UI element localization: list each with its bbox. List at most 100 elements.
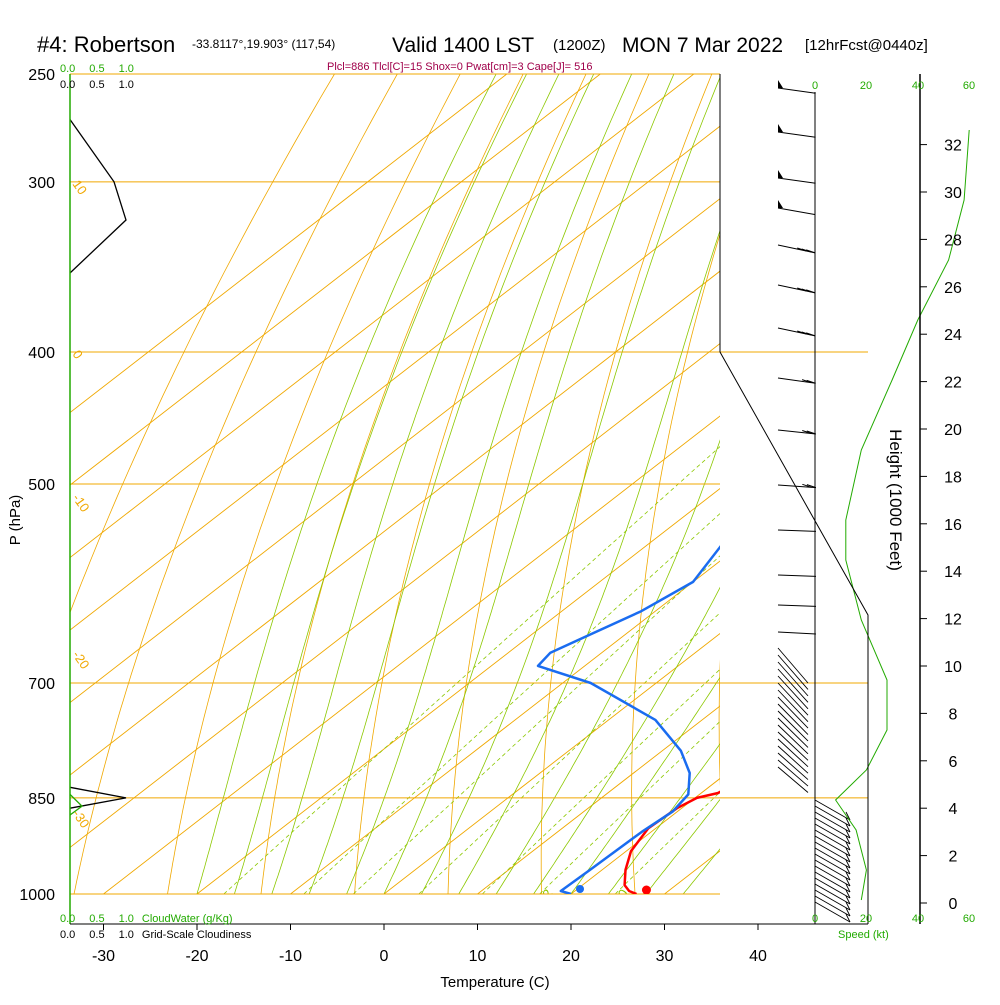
- wind-barb: [815, 902, 850, 922]
- isotherm-line: [852, 74, 1000, 894]
- svg-text:20: 20: [860, 80, 872, 92]
- x-tick-label: -10: [279, 948, 302, 965]
- wind-barb: [778, 655, 808, 689]
- isotherm-label: -10: [70, 491, 93, 515]
- wind-barb: [815, 866, 850, 886]
- wind-barb: [778, 690, 808, 722]
- x-tick-label: -20: [185, 948, 208, 965]
- wind-barb: [815, 830, 850, 850]
- svg-text:40: 40: [912, 913, 924, 925]
- wind-barb: [778, 760, 808, 786]
- dry-adiabat-line: [719, 25, 855, 923]
- wind-barb: [778, 170, 816, 183]
- wind-barb: [815, 854, 850, 874]
- cloud-panel: [70, 120, 126, 816]
- x-tick-label: -30: [92, 948, 115, 965]
- height-tick-label: 14: [944, 564, 962, 581]
- y-tick-label: 300: [28, 175, 55, 192]
- wind-barb: [815, 842, 850, 862]
- wind-barb: [778, 767, 808, 792]
- wind-barb: [778, 124, 816, 137]
- wind-speed-scale-bottom: 0 20 40 60: [812, 913, 975, 925]
- height-tick-label: 16: [944, 517, 962, 534]
- dry-adiabat-line: [632, 25, 794, 923]
- dry-adiabat-line: [448, 25, 671, 923]
- wind-speed-scale-top: 0 20 40 60: [812, 80, 975, 92]
- wind-barb: [815, 800, 850, 820]
- surface-dewpoint-marker: [576, 885, 584, 893]
- stability-indices: Plcl=886 Tlcl[C]=15 Shox=0 Pwat[cm]=3 Ca…: [327, 61, 592, 73]
- forecast-info: [12hrFcst@0440z]: [805, 37, 928, 54]
- wind-barb: [778, 605, 816, 606]
- temperature-line: [625, 109, 1000, 895]
- isobar-grid: [70, 74, 868, 894]
- wind-barb: [778, 632, 816, 634]
- x-tick-label: 40: [749, 948, 767, 965]
- height-tick-label: 32: [944, 138, 962, 155]
- wind-barb: [778, 200, 815, 215]
- wind-barb: [778, 80, 816, 93]
- wind-barb: [815, 812, 850, 832]
- height-tick-label: 18: [944, 469, 962, 486]
- isotherm-label: 0: [70, 347, 86, 362]
- svg-text:20: 20: [860, 913, 872, 925]
- isotherm-label: -20: [70, 648, 93, 672]
- valid-date: MON 7 Mar 2022: [622, 34, 783, 57]
- height-tick-label: 0: [949, 896, 958, 913]
- mixing-ratio-line: [482, 352, 1000, 894]
- wind-barb: [778, 378, 816, 383]
- panel-boundary: [720, 74, 868, 924]
- surface-temperature-marker: [642, 886, 651, 895]
- mixing-ratio-line: [540, 352, 1000, 894]
- height-tick-label: 24: [944, 327, 962, 344]
- dry-adiabat-line: [163, 25, 487, 923]
- height-tick-label: 26: [944, 280, 962, 297]
- svg-text:60: 60: [963, 80, 975, 92]
- svg-text:40: 40: [912, 80, 924, 92]
- wind-barb: [815, 824, 850, 844]
- height-tick-label: 22: [944, 375, 962, 392]
- dry-adiabat-line: [541, 25, 732, 923]
- wind-barb: [778, 430, 816, 434]
- y-tick-label: 700: [28, 676, 55, 693]
- height-tick-label: 20: [944, 422, 962, 439]
- wind-barb: [778, 328, 815, 336]
- dewpoint-line: [538, 109, 1000, 895]
- wind-barb: [778, 575, 816, 576]
- wind-barb: [815, 806, 850, 826]
- wind-barb: [778, 662, 808, 696]
- wind-barb: [815, 884, 850, 904]
- height-tick-label: 4: [949, 801, 958, 818]
- y-tick-label: 1000: [19, 887, 55, 904]
- valid-time: Valid 1400 LST: [392, 34, 534, 57]
- wind-barb: [778, 245, 815, 253]
- height-tick-label: 6: [949, 754, 958, 771]
- wind-barb: [778, 530, 816, 531]
- wind-barb: [778, 669, 808, 702]
- wind-barb: [815, 872, 850, 892]
- svg-text:60: 60: [963, 913, 975, 925]
- height-tick-label: 30: [944, 185, 962, 202]
- utc-time: (1200Z): [553, 37, 606, 54]
- wind-barb: [778, 697, 808, 728]
- wind-barb: [778, 683, 808, 715]
- y-tick-label: 400: [28, 345, 55, 362]
- x-tick-label: 0: [380, 948, 389, 965]
- dry-adiabat-line: [258, 25, 548, 923]
- wind-barb: [778, 648, 808, 683]
- station-title: #4: Robertson: [37, 32, 175, 57]
- isotherm-label: 10: [742, 309, 770, 337]
- wind-barb: [815, 896, 850, 916]
- mixing-ratio-line: [353, 352, 943, 894]
- wind-barb: [815, 860, 850, 880]
- x-axis-title: Temperature (C): [440, 974, 549, 991]
- wind-panel: [778, 80, 969, 922]
- dry-adiabat-line: [0, 25, 364, 923]
- svg-text:0: 0: [812, 913, 818, 925]
- wind-barb: [815, 848, 850, 868]
